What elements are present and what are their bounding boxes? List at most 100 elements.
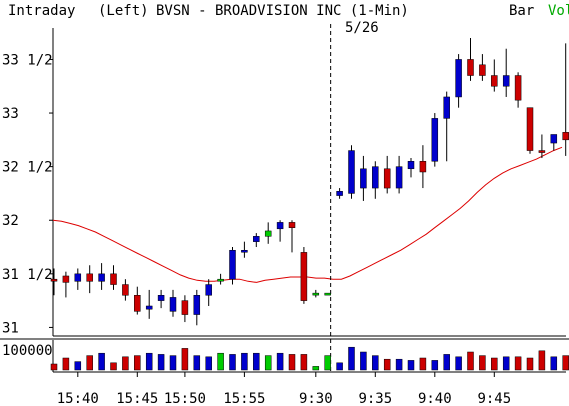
price-bar [181, 300, 189, 315]
time-tick-label: 15:50 [164, 391, 206, 406]
axis-side-label: (Left) [98, 3, 149, 19]
vol-toggle[interactable]: Vol [548, 3, 569, 19]
price-bar [526, 107, 534, 151]
price-bar [253, 236, 260, 242]
volume-bar [372, 355, 379, 371]
volume-bar [181, 348, 189, 371]
volume-bar [550, 356, 558, 371]
volume-bar [538, 350, 546, 371]
time-tick-label: 9:45 [477, 391, 511, 406]
volume-bar [336, 362, 343, 371]
intraday-label: Intraday [8, 3, 75, 19]
volume-bar [229, 354, 236, 371]
price-bar [312, 292, 320, 296]
price-bar [443, 96, 450, 119]
time-tick-label: 15:45 [116, 391, 158, 406]
price-bar [431, 118, 439, 162]
price-bar [110, 273, 117, 285]
price-bar [324, 292, 331, 296]
volume-bar [62, 357, 70, 371]
volume-bar [455, 356, 462, 371]
volume-bar [407, 360, 415, 371]
volume-bar [526, 357, 534, 371]
volume-bar [98, 352, 105, 371]
price-bar [467, 59, 474, 76]
price-bar [514, 75, 522, 101]
volume-bar [169, 355, 177, 371]
price-tick-label: 33 1/2 [2, 52, 53, 68]
price-bar [74, 273, 82, 282]
volume-bar [300, 354, 308, 371]
price-bar [217, 278, 224, 282]
time-axis-ticks: 15:40 15:45 15:50 15:55 9:30 9:35 9:40 9:45 [57, 372, 511, 406]
price-bar [62, 275, 70, 283]
price-bar [229, 249, 236, 280]
price-bar [479, 64, 486, 76]
volume-bar [253, 352, 260, 371]
price-bar [205, 284, 212, 296]
price-axis-ticks: 31 31 1/2 32 32 1/2 33 33 1/2 [2, 52, 53, 336]
volume-bar [479, 355, 486, 371]
volume-bar [562, 355, 569, 371]
bar-toggle[interactable]: Bar [509, 3, 534, 19]
volume-bar [276, 352, 284, 371]
volume-bar [491, 357, 498, 371]
chart-title: BVSN - BROADVISION INC (1-Min) [156, 3, 409, 19]
price-bar [348, 150, 355, 194]
volume-plot: 100000 [2, 340, 569, 373]
price-tick-label: 31 1/2 [2, 267, 53, 283]
volume-bar [241, 352, 248, 371]
volume-bar [419, 357, 427, 371]
price-tick-label: 32 1/2 [2, 160, 53, 176]
price-bar [383, 168, 391, 189]
price-bar [538, 150, 546, 153]
price-bar [419, 161, 427, 173]
price-bar [145, 305, 153, 310]
volume-bar [467, 351, 474, 371]
volume-bar [360, 351, 367, 371]
volume-bar [217, 352, 224, 371]
volume-bar [74, 361, 82, 371]
price-bar [455, 59, 462, 98]
volume-bar [205, 356, 212, 371]
volume-bar [157, 354, 165, 371]
time-tick-label: 9:40 [418, 391, 452, 406]
price-bar [395, 166, 403, 189]
volume-bar [395, 358, 403, 371]
price-tick-label: 32 [2, 213, 19, 229]
volume-bar [145, 352, 153, 371]
price-bar [86, 273, 93, 282]
volume-bar [134, 355, 141, 371]
volume-bar [193, 355, 201, 371]
price-bar [407, 161, 415, 170]
price-bar [562, 132, 569, 141]
time-tick-label: 15:40 [57, 391, 99, 406]
volume-bar [502, 356, 510, 371]
price-bar [169, 297, 177, 312]
volume-bar [324, 355, 331, 371]
price-tick-label: 31 [2, 320, 19, 336]
volume-bar [86, 355, 93, 371]
price-tick-label: 33 [2, 106, 19, 122]
price-bar [502, 75, 510, 87]
price-bar [336, 191, 343, 196]
price-bar [122, 284, 129, 296]
volume-bar [264, 355, 272, 371]
price-bar [241, 249, 248, 253]
volume-tick-label: 100000 [2, 343, 53, 359]
price-bar [276, 222, 284, 230]
time-tick-label: 15:55 [223, 391, 265, 406]
price-bar [550, 134, 558, 144]
price-bar [50, 278, 58, 282]
price-bar [98, 273, 105, 282]
price-bar [360, 168, 367, 189]
price-bar [157, 295, 165, 301]
volume-bar [443, 354, 450, 371]
price-bar [372, 166, 379, 189]
volume-bar [514, 356, 522, 371]
price-bar [288, 222, 296, 228]
volume-bar [312, 366, 320, 371]
volume-bar [50, 363, 58, 371]
volume-bar [431, 360, 439, 371]
